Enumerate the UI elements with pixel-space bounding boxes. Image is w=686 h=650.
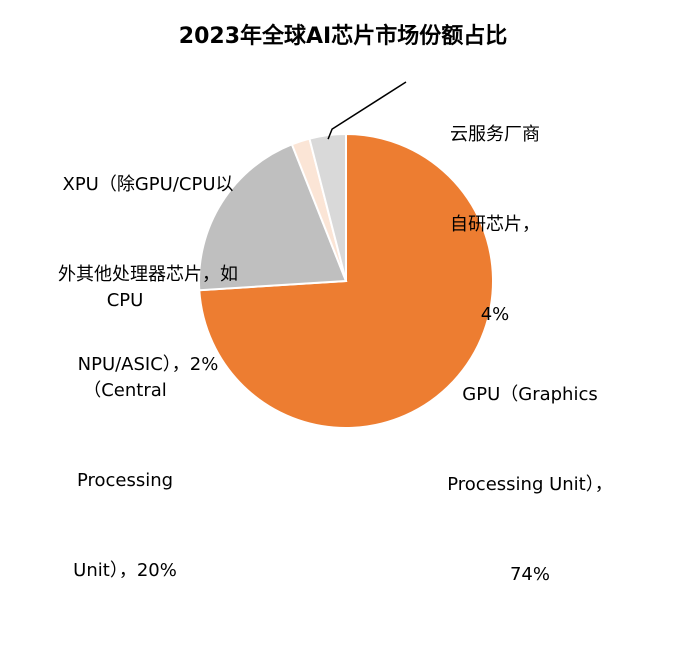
label-cloud-line-2: 自研芯片， — [450, 214, 540, 235]
label-xpu: XPU（除GPU/CPU以 外其他处理器芯片，如 NPU/ASIC），2% — [18, 110, 278, 440]
label-xpu-line-2: 外其他处理器芯片，如 — [58, 264, 238, 285]
label-cpu-line-4: Unit），20% — [73, 560, 177, 581]
label-cpu-line-1: CPU — [106, 290, 144, 311]
label-cpu-line-2: （Central — [83, 380, 167, 401]
label-gpu-line-1: GPU（Graphics — [462, 384, 598, 405]
label-cloud-line-3: 4% — [480, 304, 510, 325]
chart-title: 2023年全球AI芯片市场份额占比 — [178, 24, 508, 49]
label-cloud-line-1: 云服务厂商 — [450, 124, 540, 145]
slice-cloud — [308, 132, 347, 282]
slice-cpu — [198, 143, 348, 292]
chart-root: 2023年全球AI芯片市场份额占比 GPU（Graphics Processin… — [18, 24, 613, 585]
label-gpu-line-3: 74% — [509, 564, 550, 585]
label-cloud: 云服务厂商 自研芯片， 4% — [410, 60, 580, 390]
label-gpu-line-2: Processing Unit）， — [447, 474, 613, 495]
label-cpu-line-3: Processing — [76, 470, 174, 491]
label-xpu-line-3: NPU/ASIC），2% — [77, 354, 219, 375]
leader-line-cloud — [327, 81, 407, 140]
label-xpu-line-1: XPU（除GPU/CPU以 — [62, 174, 234, 195]
pie-chart — [198, 81, 494, 429]
